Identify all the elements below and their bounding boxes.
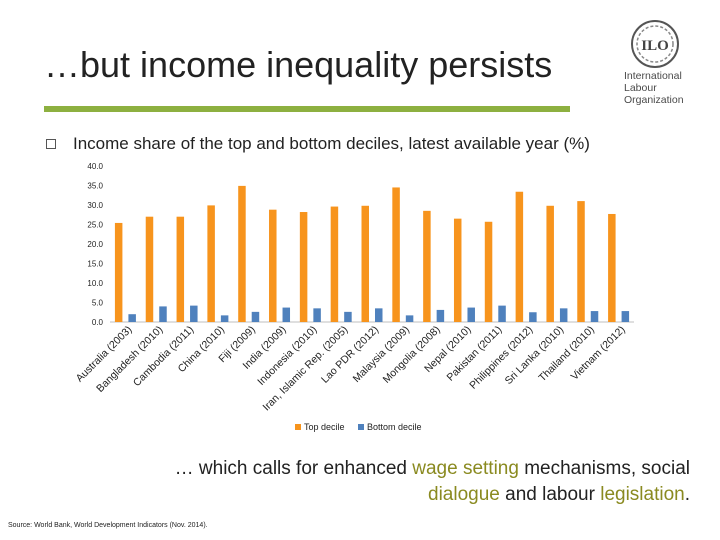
legend-swatch-bottom xyxy=(358,424,364,430)
logo-line: International xyxy=(624,70,682,82)
bar-top-decile xyxy=(361,205,369,322)
bar-top-decile xyxy=(299,212,308,322)
legend-label-bottom: Bottom decile xyxy=(367,422,422,432)
message-part: … which calls for enhanced xyxy=(174,458,413,479)
y-tick-label: 5.0 xyxy=(92,299,104,308)
logo-line: Labour xyxy=(624,82,657,94)
chart-subtitle: Income share of the top and bottom decil… xyxy=(73,134,590,153)
bar-top-decile xyxy=(145,216,154,322)
bar-top-decile xyxy=(484,221,493,322)
bar-top-decile xyxy=(176,216,185,322)
bar-bottom-decile xyxy=(467,307,475,322)
bar-bottom-decile xyxy=(559,308,568,322)
bar-top-decile xyxy=(114,222,123,322)
y-tick-label: 25.0 xyxy=(87,221,103,230)
logo-mark: ILO xyxy=(641,38,669,54)
bar-bottom-decile xyxy=(313,308,321,322)
message-part: and labour xyxy=(499,484,601,505)
y-tick-label: 10.0 xyxy=(87,279,103,288)
logo-line: Organization xyxy=(624,94,684,106)
ilo-logo-icon: ILO xyxy=(631,20,679,68)
page-title: …but income inequality persists xyxy=(44,44,553,85)
bar-bottom-decile xyxy=(375,308,383,322)
message-part: mechanisms, social xyxy=(518,458,690,479)
bar-bottom-decile xyxy=(282,307,291,322)
income-share-chart: 0.05.010.015.020.025.030.035.040.0Austra… xyxy=(74,162,634,432)
y-tick-label: 30.0 xyxy=(87,201,103,210)
bar-bottom-decile xyxy=(159,306,167,322)
bar-bottom-decile xyxy=(621,311,630,322)
bar-top-decile xyxy=(515,191,524,322)
bar-bottom-decile xyxy=(590,311,599,322)
bar-top-decile xyxy=(392,187,400,322)
bar-top-decile xyxy=(207,205,215,322)
source-note: Source: World Bank, World Development In… xyxy=(8,522,208,529)
message-highlight-legislation: legislation xyxy=(600,484,685,505)
logo-wordmark: International Labour Organization xyxy=(624,70,684,106)
message-highlight-wage-setting: wage setting xyxy=(412,458,519,479)
bar-bottom-decile xyxy=(405,315,414,322)
bar-top-decile xyxy=(330,206,339,322)
key-message: … which calls for enhanced wage setting … xyxy=(60,456,690,508)
y-tick-label: 40.0 xyxy=(87,162,103,171)
bar-top-decile xyxy=(269,209,277,322)
title-underline xyxy=(44,106,570,112)
bar-bottom-decile xyxy=(436,309,445,322)
bar-top-decile xyxy=(546,205,554,322)
bar-top-decile xyxy=(453,218,462,322)
bar-bottom-decile xyxy=(190,305,198,322)
bar-bottom-decile xyxy=(344,311,352,322)
bar-bottom-decile xyxy=(529,312,537,322)
y-tick-label: 20.0 xyxy=(87,240,103,249)
category-label: Vietnam (2012) xyxy=(569,324,628,383)
y-tick-label: 35.0 xyxy=(87,182,103,191)
bar-top-decile xyxy=(423,210,431,322)
bar-bottom-decile xyxy=(128,314,136,322)
message-part: . xyxy=(684,484,690,505)
legend-swatch-top xyxy=(295,424,301,430)
bar-bottom-decile xyxy=(498,305,506,322)
message-highlight-dialogue: dialogue xyxy=(428,484,500,505)
y-tick-label: 15.0 xyxy=(87,260,103,269)
bar-top-decile xyxy=(577,201,585,322)
bar-top-decile xyxy=(608,213,616,322)
bullet-square-icon xyxy=(46,139,56,149)
bar-bottom-decile xyxy=(251,311,260,322)
bar-top-decile xyxy=(238,185,246,322)
y-tick-label: 0.0 xyxy=(92,318,104,327)
legend-label-top: Top decile xyxy=(304,422,345,432)
bar-bottom-decile xyxy=(220,315,229,322)
